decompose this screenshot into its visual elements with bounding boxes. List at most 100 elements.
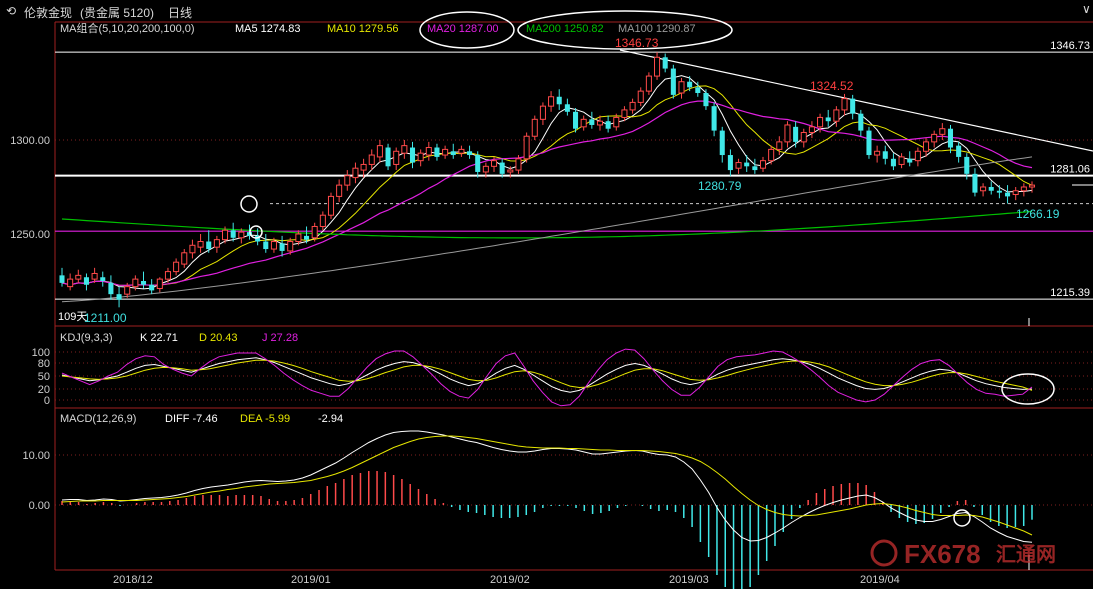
candle-body — [637, 90, 644, 103]
marker-circle-upper — [240, 195, 258, 213]
candle-body — [907, 158, 913, 163]
kdj-tick-0: 0 — [44, 395, 50, 407]
market-label: (贵金属 5120) — [80, 6, 155, 20]
candle-body — [556, 96, 562, 105]
macd-diff-line — [61, 430, 1033, 543]
candle-body — [100, 277, 106, 281]
legend-ma-group: MA组合(5,10,20,200,100,0) — [60, 21, 195, 35]
candle-body — [173, 261, 180, 273]
candle-body — [132, 278, 139, 288]
candle-body — [1020, 186, 1027, 192]
macd-dea-line — [61, 435, 1033, 536]
price-tick-1300: 1300.00 — [10, 135, 50, 147]
candle-body — [923, 141, 930, 152]
candle-body — [596, 120, 604, 126]
candle-body — [964, 156, 970, 174]
annotation-high-1324: 1324.52 — [810, 79, 854, 93]
candle-body — [825, 117, 831, 122]
highlight-ma20-ellipse — [419, 11, 515, 49]
candle-body — [866, 130, 872, 156]
candle-body — [841, 98, 848, 111]
candle-body — [531, 118, 538, 137]
period-selector[interactable]: 日线 — [168, 6, 193, 20]
candle-body — [947, 128, 954, 148]
back-icon[interactable]: ⟲ — [6, 4, 17, 18]
candle-body — [482, 165, 489, 173]
instrument-name: 伦敦金现 — [24, 6, 73, 20]
candle-body — [1005, 192, 1011, 197]
candle-body — [360, 163, 367, 171]
candle-body — [75, 274, 82, 280]
candle-body — [956, 145, 962, 157]
candle-body — [67, 278, 74, 288]
kdj-tick-20: 20 — [38, 384, 50, 396]
candle-body — [206, 241, 212, 250]
watermark: FX678 汇通网 — [870, 539, 1056, 569]
candle-body — [140, 281, 147, 285]
candle-body — [858, 113, 864, 131]
legend-macd: MACD(12,26,9) — [60, 413, 136, 425]
candle-body — [59, 275, 65, 283]
candle-body — [914, 150, 921, 162]
annotation-days: 109天 — [58, 311, 87, 323]
candle-body — [931, 133, 938, 143]
x-axis: 2018/12 2019/01 2019/02 2019/03 2019/04 — [113, 574, 900, 586]
candle-body — [238, 231, 245, 239]
candle-body — [678, 81, 685, 94]
candle-body — [670, 68, 676, 95]
marker-circle-lower — [249, 225, 263, 239]
legend-j: J 27.28 — [262, 332, 298, 344]
candle-body — [490, 160, 498, 167]
candle-body — [124, 286, 131, 295]
top-bar: ⟲ 伦敦金现 (贵金属 5120) 日线 ∨ — [0, 0, 1093, 22]
candle-body — [499, 162, 505, 174]
candle-body — [850, 98, 856, 114]
legend-ma5: MA5 1274.83 — [235, 23, 300, 35]
candle-body — [703, 93, 709, 107]
candle-body — [255, 235, 261, 242]
candle-body — [784, 124, 791, 143]
candle-body — [817, 116, 824, 128]
legend-ma10: MA10 1279.56 — [327, 23, 399, 35]
candle-body — [898, 156, 905, 165]
legend-ma20: MA20 1287.00 — [427, 23, 499, 35]
candle-body — [450, 151, 456, 156]
candle-body — [605, 121, 611, 129]
candle-body — [645, 75, 652, 92]
candle-body — [613, 116, 620, 128]
candle-body — [295, 233, 302, 243]
candle-body — [263, 241, 269, 250]
candle-body — [727, 155, 733, 171]
annotation-low-1280: 1280.79 — [698, 179, 742, 193]
x-tick-2019-02: 2019/02 — [490, 574, 530, 586]
candle-body — [539, 105, 546, 120]
marker-circle-macd — [953, 509, 971, 527]
candle-body — [287, 241, 294, 252]
macd-lines — [61, 430, 1033, 543]
candle-body — [279, 243, 285, 251]
candle-body — [589, 119, 595, 125]
candle-body — [996, 190, 1002, 193]
level-label-1281: 1281.06 — [1050, 164, 1090, 176]
dropdown-icon[interactable]: ∨ — [1082, 2, 1091, 16]
kdj-legend: KDJ(9,3,3) K 22.71 D 20.43 J 27.28 — [60, 332, 298, 344]
candle-body — [793, 126, 799, 142]
candle-body — [368, 154, 375, 165]
candle-body — [425, 147, 432, 156]
candle-body — [695, 87, 701, 93]
candle-body — [434, 147, 440, 157]
candle-body — [376, 145, 383, 158]
candle-body — [662, 57, 668, 69]
candle-body — [352, 167, 359, 179]
kdj-tick-80: 80 — [38, 358, 50, 370]
legend-k: K 22.71 — [140, 332, 178, 344]
candle-body — [776, 141, 783, 150]
moving-average-lines — [61, 75, 1033, 303]
candle-body — [164, 271, 171, 280]
x-tick-2018-12: 2018/12 — [113, 574, 153, 586]
watermark-subtext: 汇通网 — [996, 543, 1056, 566]
candle-body — [197, 241, 204, 248]
kdj-j-line — [61, 348, 1033, 407]
candle-body — [327, 195, 335, 216]
